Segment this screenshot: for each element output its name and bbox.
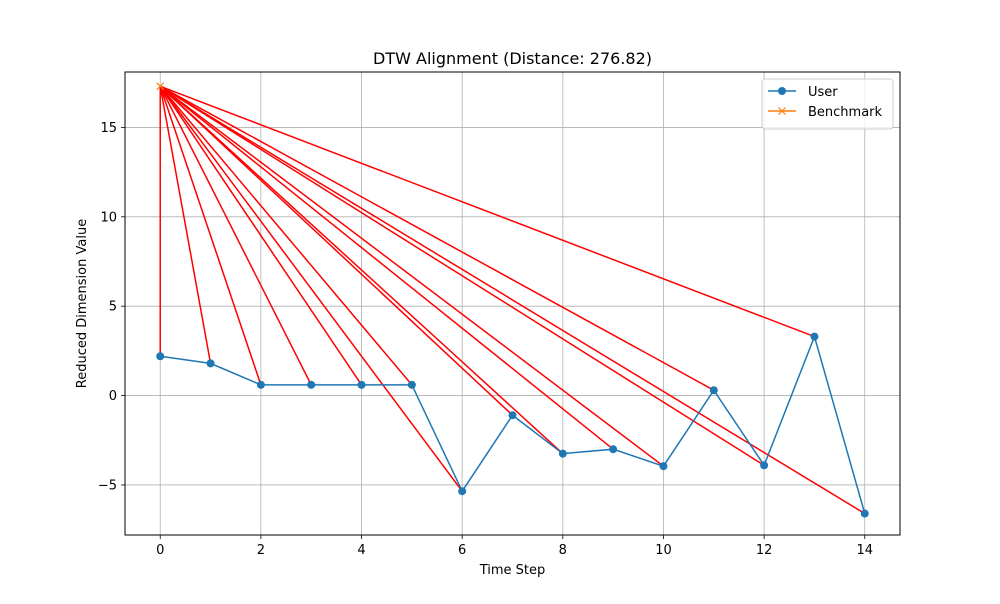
alignment-line bbox=[159, 85, 715, 391]
alignment-line bbox=[159, 85, 866, 515]
user-point bbox=[860, 509, 869, 518]
x-tick-label: 8 bbox=[559, 543, 567, 558]
user-point bbox=[256, 380, 265, 389]
user-point bbox=[458, 487, 467, 496]
alignment-line bbox=[159, 85, 614, 450]
x-tick-label: 0 bbox=[156, 543, 164, 558]
alignment-line bbox=[159, 86, 212, 364]
x-tick-label: 6 bbox=[458, 543, 466, 558]
user-point bbox=[508, 411, 517, 420]
user-point bbox=[760, 461, 769, 470]
x-tick-label: 10 bbox=[655, 543, 672, 558]
alignment-line bbox=[159, 86, 262, 386]
legend: User Benchmark bbox=[761, 78, 894, 130]
alignment-line bbox=[159, 85, 363, 386]
grid bbox=[125, 72, 900, 535]
alignment-line bbox=[159, 85, 664, 467]
plot-frame bbox=[124, 71, 901, 536]
benchmark-point bbox=[156, 82, 165, 91]
x-tick-label: 14 bbox=[856, 543, 873, 558]
axis-ticks: 0 2 4 6 8 10 12 14 −5 0 5 10 15 bbox=[98, 121, 873, 558]
alignment-line bbox=[159, 85, 312, 386]
y-tick-label: 0 bbox=[109, 389, 117, 404]
alignment-line bbox=[159, 85, 413, 386]
user-point bbox=[156, 352, 165, 361]
user-point bbox=[407, 380, 416, 389]
user-point bbox=[609, 445, 618, 454]
x-tick-label: 4 bbox=[357, 543, 365, 558]
alignment-line bbox=[159, 85, 815, 338]
y-tick-label: 5 bbox=[109, 300, 117, 315]
y-tick-label: −5 bbox=[98, 478, 117, 493]
legend-benchmark-marker bbox=[778, 107, 786, 115]
alignment-line bbox=[159, 85, 765, 466]
user-point bbox=[659, 462, 668, 471]
user-point bbox=[357, 380, 366, 389]
user-point bbox=[307, 380, 316, 389]
x-tick-label: 2 bbox=[257, 543, 265, 558]
x-tick-label: 12 bbox=[756, 543, 773, 558]
user-point bbox=[558, 449, 567, 458]
user-point bbox=[206, 359, 215, 368]
y-tick-label: 10 bbox=[100, 210, 117, 225]
alignment-line bbox=[159, 85, 463, 492]
chart-title: DTW Alignment (Distance: 276.82) bbox=[373, 49, 652, 68]
y-tick-label: 15 bbox=[100, 121, 117, 136]
benchmark-marker-stroke bbox=[156, 82, 165, 91]
legend-user-label: User bbox=[808, 85, 838, 100]
alignment-lines bbox=[159, 85, 866, 515]
series bbox=[156, 82, 869, 518]
x-axis-label: Time Step bbox=[479, 563, 546, 578]
alignment-line bbox=[159, 85, 514, 416]
legend-user-marker bbox=[778, 87, 786, 95]
alignment-line bbox=[159, 85, 564, 455]
user-point bbox=[810, 332, 819, 341]
legend-benchmark-label: Benchmark bbox=[808, 105, 883, 120]
user-point bbox=[709, 386, 718, 395]
y-axis-label: Reduced Dimension Value bbox=[75, 219, 90, 388]
